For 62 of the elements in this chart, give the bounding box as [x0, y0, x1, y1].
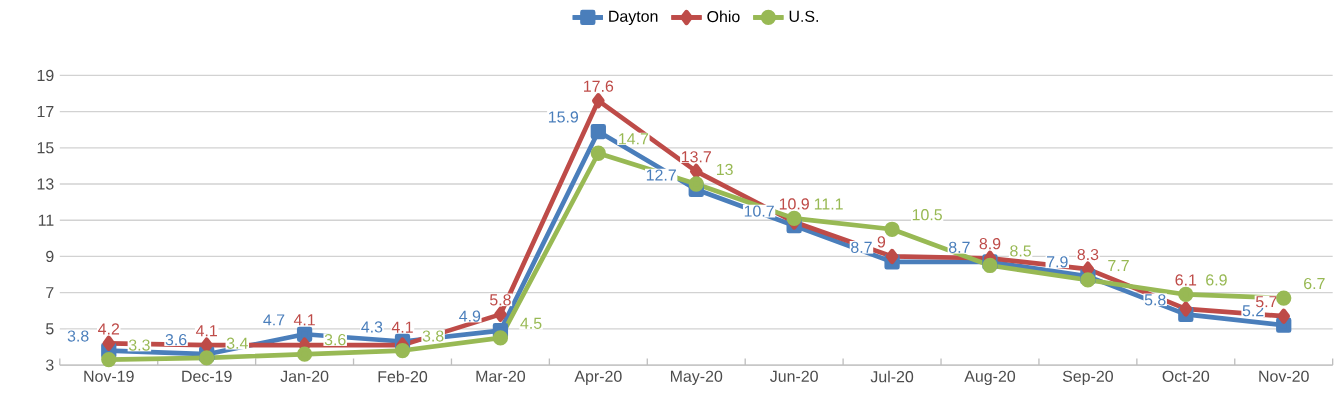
data-label: 4.1: [293, 314, 315, 326]
data-label: 7.9: [1047, 256, 1068, 268]
data-label: 13.7: [681, 151, 711, 163]
y-tick-label: 19: [37, 69, 54, 82]
data-label: 10.5: [912, 209, 942, 221]
data-label: 3.6: [324, 334, 346, 346]
y-tick-label: 15: [37, 142, 54, 154]
x-tick-label: Oct-20: [1162, 370, 1210, 383]
data-label: 4.1: [195, 325, 217, 337]
legend-label: Ohio: [707, 10, 740, 23]
data-label: 4.2: [98, 323, 120, 335]
data-label: 4.5: [520, 318, 542, 330]
data-label: 3.8: [67, 330, 89, 342]
data-label: 6.9: [1206, 274, 1227, 286]
y-tick-label: 13: [37, 178, 54, 190]
data-label: 4.9: [459, 310, 481, 322]
data-label: 4.3: [361, 321, 383, 333]
data-label: 8.5: [1010, 245, 1031, 257]
y-tick-label: 17: [37, 106, 54, 118]
data-label: 13: [716, 164, 733, 176]
x-tick-label: Dec-19: [182, 370, 232, 383]
data-label: 3.3: [128, 339, 150, 351]
x-tick-label: May-20: [670, 370, 723, 386]
x-tick-label: Mar-20: [476, 370, 526, 383]
data-label: 3.6: [165, 334, 187, 346]
x-tick-label: Sep-20: [1062, 370, 1113, 386]
data-label: 8.9: [979, 238, 1001, 250]
data-label: 14.7: [619, 133, 649, 145]
data-label: 5.8: [1144, 294, 1166, 306]
data-label: 6.7: [1304, 278, 1325, 290]
y-tick-label: 5: [46, 323, 54, 335]
legend-label: Dayton: [609, 11, 658, 26]
x-tick-label: Feb-20: [378, 370, 428, 383]
data-label: 4.1: [391, 321, 413, 333]
x-tick-label: Aug-20: [964, 370, 1016, 386]
data-label: 12.7: [646, 169, 676, 181]
data-label: 8.7: [851, 241, 872, 254]
y-tick-label: 3: [45, 359, 54, 371]
data-label: 8.3: [1077, 249, 1099, 261]
data-label: 8.7: [948, 241, 970, 254]
data-label: 5.8: [489, 294, 511, 306]
x-tick-label: Jul-20: [870, 370, 914, 383]
x-tick-label: Apr-20: [574, 370, 622, 386]
data-label: 3.4: [226, 337, 248, 350]
data-label: 3.8: [422, 330, 444, 342]
data-label: 11.1: [814, 198, 843, 210]
x-tick-label: Nov-20: [1259, 370, 1309, 383]
x-tick-label: Nov-19: [84, 370, 134, 383]
data-label: 10.9: [779, 198, 809, 210]
data-label: 4.7: [263, 314, 285, 326]
data-label: 15.9: [548, 111, 579, 123]
x-tick-label: Jun-20: [770, 370, 818, 383]
data-label: 10.7: [744, 205, 774, 217]
data-label: 7.7: [1108, 260, 1129, 272]
y-tick-label: 7: [46, 287, 54, 299]
data-label: 17.6: [584, 80, 614, 93]
legend-label: U.S.: [789, 10, 819, 23]
data-label: 6.1: [1175, 274, 1197, 286]
x-tick-label: Jan-20: [280, 370, 329, 383]
y-tick-label: 9: [46, 251, 54, 263]
data-label: 9: [877, 236, 886, 248]
y-tick-label: 11: [38, 214, 54, 226]
